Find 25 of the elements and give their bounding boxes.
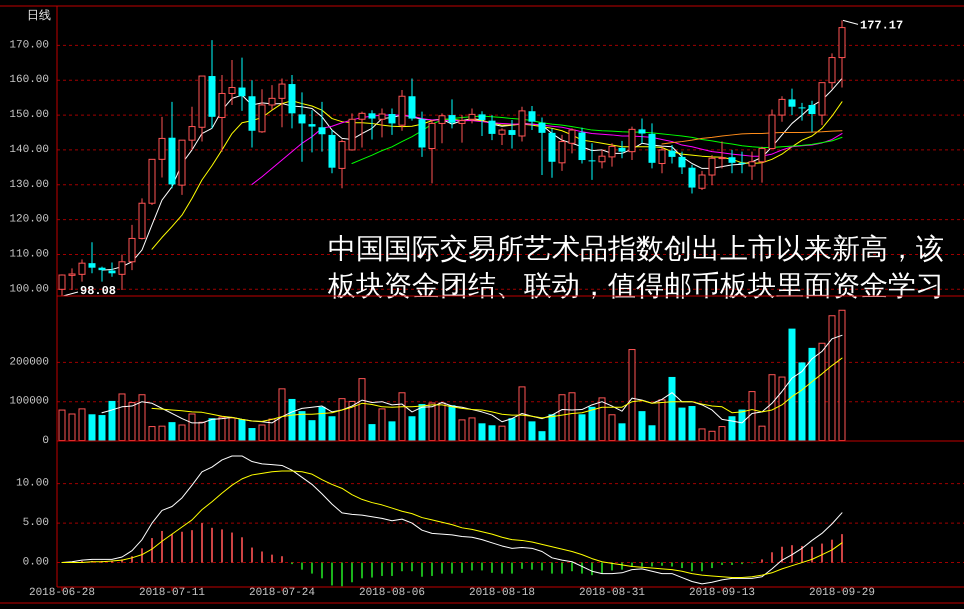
y-tick-label: 140.00 [9,144,49,156]
y-tick-label: 120.00 [9,214,49,226]
y-tick-label: 100.00 [9,283,49,296]
y-tick-label: 5.00 [22,517,49,530]
text: 177.17 [860,18,904,32]
x-tick-label: 2018-08-06 [358,587,426,599]
y-tick-label: 0.00 [22,556,49,569]
x-tick-label: 2018-07-24 [248,587,316,599]
x-tick-label: 2018-09-29 [808,587,876,599]
x-tick-label: 2018-09-13 [688,587,756,599]
y-tick-label: 130.00 [9,178,49,191]
x-tick-label: 2018-06-28 [28,587,96,599]
x-tick-label: 2018-08-18 [468,587,536,599]
y-tick-label: 110.00 [9,248,49,260]
y-tick-label: 170.00 [9,39,49,52]
annotation: 98.08 [80,284,116,298]
y-tick-label: 10.00 [16,478,49,490]
y-tick-label: 0 [42,435,49,447]
chart-title: 日线 [27,8,51,22]
x-tick-label: 2018-07-11 [138,587,206,599]
y-tick-label: 200000 [9,356,49,368]
y-tick-label: 150.00 [9,109,49,122]
y-tick-label: 100000 [9,396,49,408]
x-tick-label: 2018-08-31 [578,587,646,599]
y-tick-label: 160.00 [9,74,49,86]
